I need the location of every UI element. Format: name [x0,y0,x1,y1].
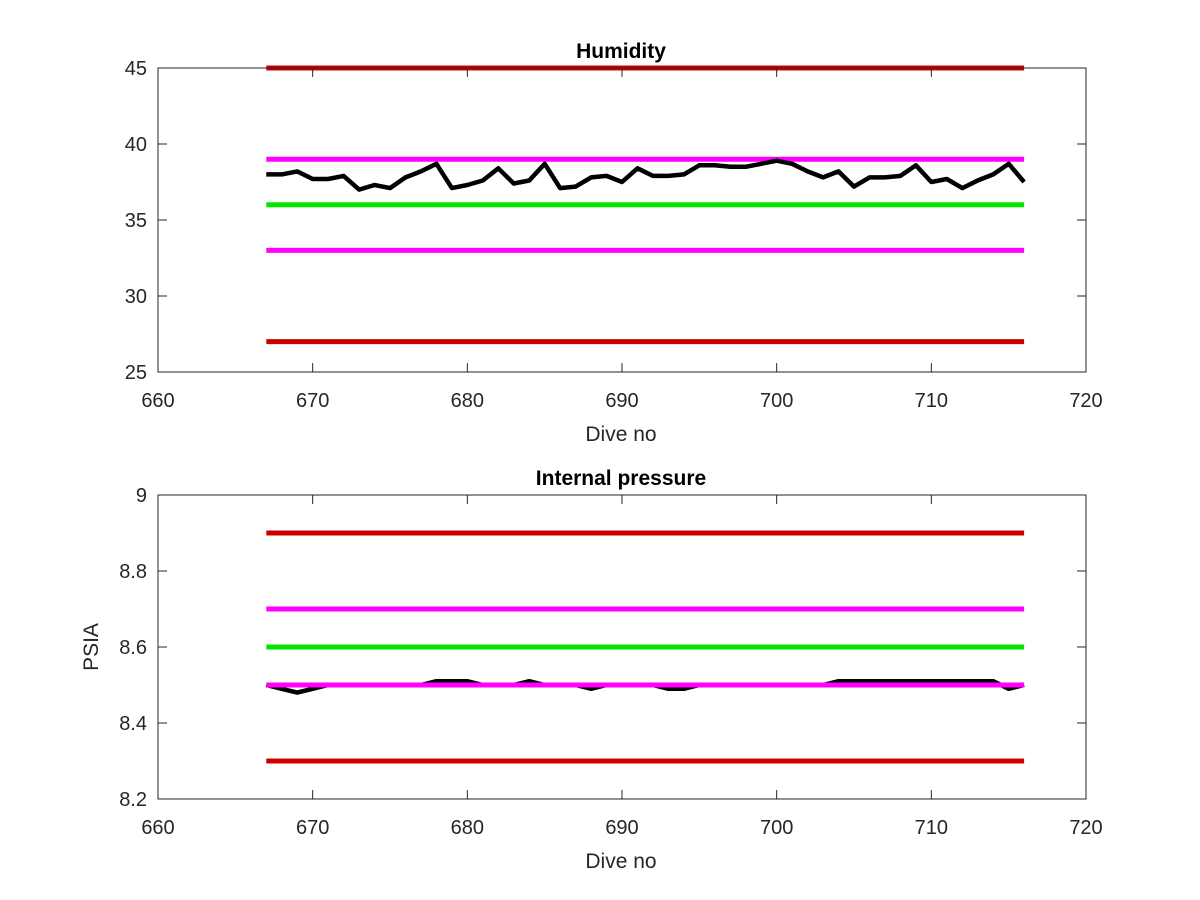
pressure-y-tick-label: 8.2 [119,789,147,811]
humidity-title: Humidity [576,40,666,63]
humidity-x-tick-label: 710 [915,390,948,412]
humidity-x-tick-label: 670 [296,390,329,412]
humidity-x-tick-label: 680 [451,390,484,412]
humidity-y-tick-label: 45 [125,58,147,80]
pressure-y-tick-label: 9 [136,485,147,507]
pressure-series-group [265,530,1025,764]
pressure-x-axis-label: Dive no [585,850,656,873]
pressure-y-axis-label: PSIA [80,623,103,671]
humidity-ticks: 660 670 680 690 700 710 720 25 30 35 40 45 [125,58,1103,412]
humidity-x-axis-label: Dive no [585,423,656,446]
pressure-y-tick-label: 8.6 [119,637,147,659]
pressure-ticks: 660 670 680 690 700 710 720 8.2 8.4 8.6 8.8 9 [119,485,1103,839]
humidity-y-tick-label: 35 [125,210,147,232]
pressure-x-tick-label: 660 [141,817,174,839]
pressure-title: Internal pressure [536,467,706,490]
humidity-x-tick-label: 700 [760,390,793,412]
pressure-x-tick-label: 690 [605,817,638,839]
humidity-x-tick-label: 720 [1069,390,1102,412]
pressure-x-tick-label: 720 [1069,817,1102,839]
pressure-y-tick-label: 8.8 [119,561,147,583]
pressure-x-tick-label: 680 [451,817,484,839]
humidity-x-tick-label: 690 [605,390,638,412]
pressure-x-tick-label: 670 [296,817,329,839]
humidity-y-tick-label: 40 [125,134,147,156]
humidity-panel: Humidity 660 670 680 690 700 710 720 25 30 35 40 45… [125,40,1103,446]
humidity-measurement-line-5 [266,158,1026,192]
humidity-y-tick-label: 25 [125,362,147,384]
humidity-x-tick-label: 660 [141,390,174,412]
humidity-y-tick-label: 30 [125,286,147,308]
pressure-panel: Internal pressure 660 670 680 690 700 710 720 8… [80,467,1103,873]
pressure-y-tick-label: 8.4 [119,713,147,735]
pressure-x-tick-label: 700 [760,817,793,839]
pressure-x-tick-label: 710 [915,817,948,839]
